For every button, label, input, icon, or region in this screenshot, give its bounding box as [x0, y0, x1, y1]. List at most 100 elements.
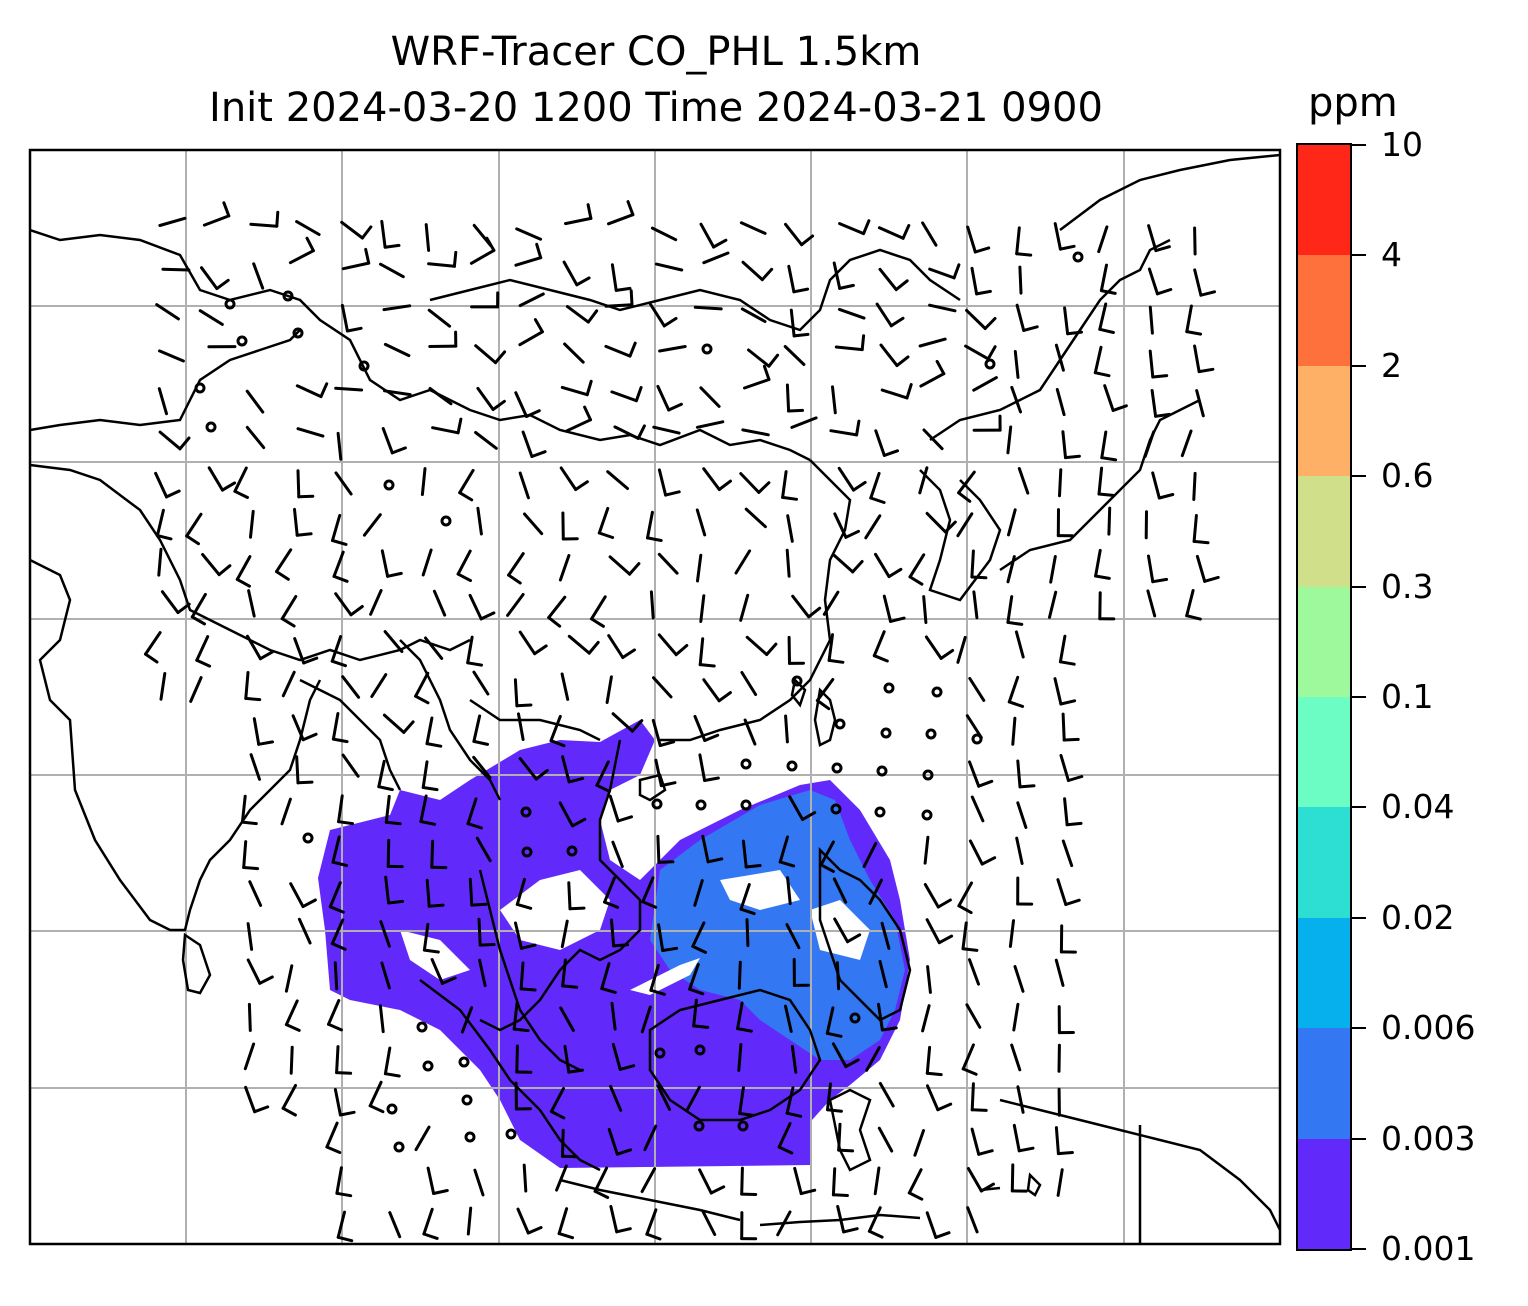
- wind-barb: [597, 506, 615, 539]
- wind-barb: [249, 753, 261, 781]
- wind-barb: [159, 672, 167, 701]
- wind-barb: [699, 594, 706, 623]
- wind-barb: [781, 470, 798, 501]
- wind-barb: [202, 201, 231, 227]
- wind-barb: [785, 1086, 803, 1118]
- wind-barb: [1015, 303, 1039, 332]
- wind-barb: [736, 1001, 753, 1033]
- wind-barb: [1063, 306, 1083, 336]
- wind-barb: [1151, 471, 1175, 500]
- wind-barb: [383, 1046, 401, 1078]
- calm-wind-marker: [236, 335, 248, 347]
- wind-barb: [515, 227, 543, 241]
- calm-wind-marker: [521, 846, 533, 858]
- wind-barb: [656, 1084, 671, 1111]
- wind-barb: [515, 877, 533, 910]
- wind-barb: [688, 963, 705, 996]
- wind-barb: [518, 630, 548, 656]
- wind-barb: [878, 267, 909, 292]
- wind-barb: [470, 291, 500, 309]
- wind-barb: [281, 670, 296, 698]
- wind-barb: [1016, 759, 1036, 789]
- colorbar-segment: [1298, 806, 1350, 918]
- wind-barb: [275, 548, 293, 581]
- calm-wind-marker: [880, 727, 892, 739]
- wind-barb: [547, 595, 567, 628]
- wind-barb: [425, 878, 445, 908]
- wind-barb: [702, 467, 732, 491]
- wind-barb: [1006, 425, 1013, 455]
- wind-barb: [476, 506, 483, 536]
- wind-barb: [252, 262, 265, 290]
- wind-barb: [422, 922, 440, 954]
- wind-barb: [874, 429, 899, 457]
- wind-barb: [476, 386, 506, 411]
- wind-barb: [649, 963, 666, 996]
- wind-barb: [815, 678, 835, 711]
- wind-barb: [1098, 591, 1116, 621]
- wind-barb: [1061, 839, 1074, 868]
- wind-barb: [432, 589, 447, 617]
- wind-barb: [743, 364, 771, 390]
- wind-barb: [295, 382, 329, 399]
- wind-barb: [737, 1043, 743, 1072]
- wind-barb: [1010, 385, 1022, 414]
- wind-barb: [559, 466, 589, 491]
- wind-barb: [331, 712, 349, 744]
- wind-barb: [565, 405, 592, 433]
- wind-barb: [1016, 1085, 1025, 1114]
- calm-wind-marker: [695, 799, 707, 811]
- calm-wind-marker: [922, 769, 934, 781]
- tracer-clear-patch: [400, 930, 470, 980]
- wind-barb: [518, 757, 549, 781]
- wind-barb: [657, 923, 679, 952]
- wind-barb: [424, 223, 431, 252]
- luzon: [813, 687, 837, 747]
- colorbar-tick: [1352, 475, 1366, 478]
- calm-wind-marker: [694, 1044, 706, 1056]
- wind-barb: [613, 424, 646, 440]
- wind-barb: [1057, 1005, 1075, 1035]
- myanmar-border: [399, 639, 502, 801]
- wind-barb: [341, 247, 371, 271]
- java-coast: [559, 1178, 741, 1222]
- wind-barb: [201, 553, 232, 577]
- wind-barb: [652, 676, 673, 699]
- colorbar-segment: [1298, 917, 1350, 1029]
- wind-barb: [790, 1045, 798, 1074]
- wind-barb: [965, 1003, 982, 1029]
- wind-barb: [784, 222, 815, 247]
- wind-barb: [651, 718, 676, 747]
- wind-barb: [970, 1127, 994, 1156]
- wind-barb: [362, 513, 382, 537]
- wind-barb: [560, 379, 593, 397]
- wind-barb: [1017, 467, 1030, 495]
- wind-barb: [961, 1043, 978, 1076]
- wind-barb: [388, 1211, 402, 1239]
- wind-barb: [380, 549, 403, 578]
- wind-barb: [970, 795, 985, 823]
- wind-barb: [341, 675, 361, 699]
- wind-barb: [426, 1166, 449, 1195]
- wind-barb: [1012, 1123, 1035, 1153]
- wind-barb: [738, 1086, 756, 1117]
- calm-wind-marker: [464, 1131, 476, 1143]
- wind-barb: [918, 337, 947, 348]
- wind-barb: [562, 260, 591, 287]
- colorbar-tick-label: 2: [1381, 345, 1402, 385]
- wind-barb: [466, 1206, 473, 1236]
- calm-wind-marker: [971, 733, 983, 745]
- calm-wind-marker: [849, 1012, 861, 1024]
- map-canvas: [28, 148, 1282, 1246]
- calm-wind-marker: [386, 1103, 398, 1115]
- calm-wind-marker: [358, 360, 370, 372]
- wind-barb: [778, 835, 796, 868]
- wind-barb: [605, 675, 613, 704]
- wind-barb: [908, 553, 926, 586]
- calm-wind-marker: [791, 675, 803, 687]
- calm-wind-marker: [874, 806, 886, 818]
- wind-barb: [549, 714, 566, 748]
- wind-barb: [610, 918, 629, 948]
- taiwan: [790, 677, 807, 708]
- wind-barb: [646, 510, 663, 542]
